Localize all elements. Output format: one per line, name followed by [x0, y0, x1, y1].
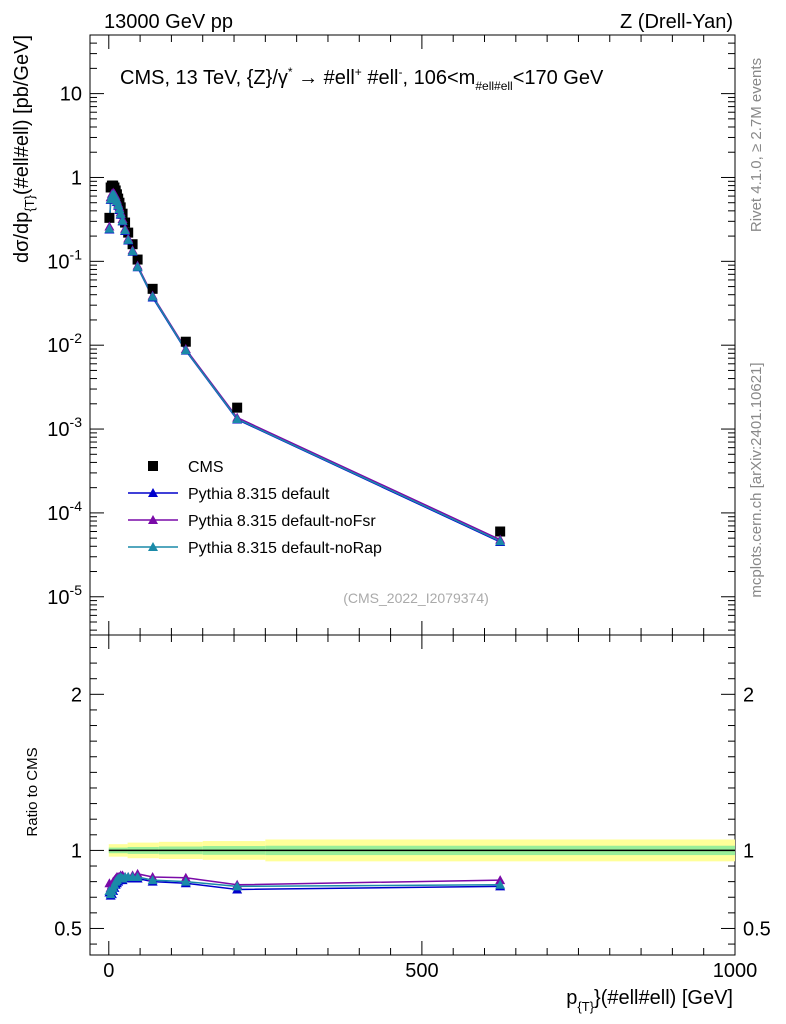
title-part-3: , 106<m	[403, 67, 476, 89]
y-axis-title: dσ/dp{T}(#ell#ell) [pb/GeV]	[11, 35, 37, 263]
side-label-site: mcplots.cern.ch [arXiv:2401.10621]	[748, 362, 765, 597]
ratio-ytick-label-right: 1	[743, 840, 754, 862]
main-ytick-label: 10-4	[47, 498, 82, 525]
title-part-1: CMS, 13 TeV, {Z}/γ	[120, 67, 288, 89]
mc-data-point	[495, 536, 506, 546]
mc-data-point	[123, 234, 134, 244]
title-sup-plus: +	[355, 65, 362, 79]
mc-data-point	[147, 291, 158, 301]
ratio-panel-frame	[89, 634, 736, 956]
main-ytick-label: 10-5	[47, 582, 82, 609]
main-ytick-label: 10-2	[47, 330, 82, 357]
cms-data-point	[232, 402, 243, 413]
legend: CMS Pythia 8.315 default Pythia 8.315 defa…	[128, 459, 382, 557]
ratio-data-point	[147, 875, 158, 885]
x-axis-title: p{T}}(#ell#ell) [GeV]	[566, 987, 733, 1014]
ratio-ytick-label-right: 0.5	[743, 918, 771, 940]
mc-data-point	[117, 215, 128, 225]
ratio-ytick-label-right: 2	[743, 684, 754, 706]
mc-data-point	[127, 246, 138, 256]
title-arrow: → #ell	[293, 67, 355, 89]
energy-label: 13000 GeV pp	[104, 11, 233, 33]
main-panel-frame	[89, 34, 736, 636]
ratio-y-axis-title: Ratio to CMS	[24, 747, 41, 836]
main-ytick-label: 10-1	[47, 246, 82, 273]
process-label: Z (Drell-Yan)	[620, 11, 733, 33]
cms-data-point	[180, 336, 191, 347]
main-ytick-label: 10	[60, 84, 82, 106]
legend-label: Pythia 8.315 default-noFsr	[188, 513, 376, 530]
title-part-4: <170 GeV	[513, 67, 604, 89]
legend-marker	[148, 542, 158, 551]
side-label-version: Rivet 4.1.0, ≥ 2.7M events	[748, 58, 765, 232]
mc-data-point	[114, 204, 125, 214]
analysis-id: (CMS_2022_I2079374)	[343, 590, 489, 606]
main-ytick-label: 10-3	[47, 414, 82, 441]
mc-data-point	[104, 223, 115, 233]
ratio-data-point	[232, 881, 243, 891]
ratio-xtick-label: 1000	[713, 960, 758, 982]
ratio-uncertainty-bands	[108, 839, 735, 862]
legend-marker	[148, 488, 158, 497]
cms-data-point	[132, 254, 143, 265]
ratio-series-line	[108, 875, 501, 897]
title-sup-star: *	[288, 65, 293, 79]
legend-marker-cms	[148, 461, 158, 471]
main-ytick-label: 1	[71, 167, 82, 189]
main-series	[104, 180, 506, 546]
legend-label: Pythia 8.315 default	[188, 486, 330, 503]
ratio-ytick-label: 1	[71, 840, 82, 862]
ratio-xtick-label: 500	[405, 960, 438, 982]
main-axis-ticks: 10-5 10-4 10-3 10-2 10-1 1 10	[47, 34, 736, 635]
mc-data-point	[180, 345, 191, 355]
ratio-data-point	[495, 875, 506, 885]
ratio-data-point	[180, 876, 191, 886]
ratio-ytick-label: 0.5	[54, 918, 82, 940]
ratio-xtick-label: 0	[103, 960, 114, 982]
ratio-series	[104, 868, 506, 900]
mc-data-point	[120, 225, 131, 235]
title-sub-ell: #ell#ell	[475, 79, 512, 93]
mc-data-point	[232, 413, 243, 423]
ratio-axis-ticks: 0 500 1000 0.5 0.5 1 1 2 2	[54, 635, 771, 982]
cms-data-point	[495, 526, 506, 537]
legend-label: Pythia 8.315 default-noRap	[188, 540, 382, 557]
plot-title: CMS, 13 TeV, {Z}/γ* → #ell+ #ell-, 106<m…	[120, 65, 604, 93]
mc-data-point	[115, 208, 126, 218]
mc-data-point	[132, 261, 143, 271]
cms-data-point	[104, 212, 115, 223]
ratio-ytick-label: 2	[71, 684, 82, 706]
title-sup-minus: -	[399, 65, 403, 79]
legend-label: CMS	[188, 459, 224, 476]
ratio-data-point	[132, 871, 143, 881]
legend-marker	[148, 515, 158, 524]
cms-data-point	[147, 283, 158, 294]
ratio-data-point	[495, 879, 506, 889]
title-part-2: #ell	[362, 67, 399, 89]
